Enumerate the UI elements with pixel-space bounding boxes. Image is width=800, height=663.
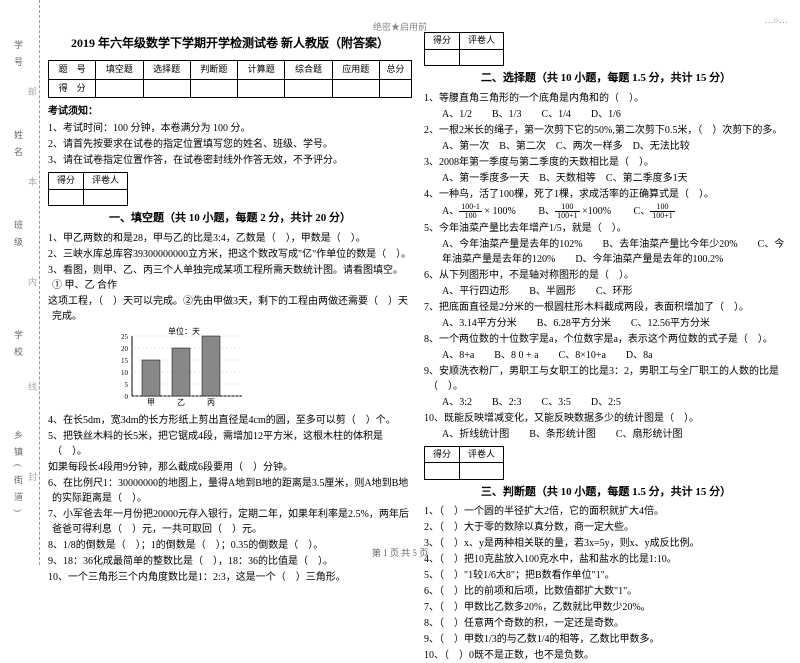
options: A、3:2 B、2:3 C、3:5 D、2:5 xyxy=(424,395,788,410)
seal-char: 内 xyxy=(28,275,37,288)
question: 8、1/8的倒数是（ ）；1的倒数是（ ）；0.35的倒数是（ ）。 xyxy=(48,538,412,553)
fraction-options: A、100-1100 × 100% B、100100+1 ×100% C、100… xyxy=(424,203,788,220)
question: 5、把铁丝木料的长5米，把它锯成4段，需增加12平方米，这根木柱的体积是（ ）。 xyxy=(48,429,412,459)
question: 1、（ ）一个圆的半径扩大2倍，它的面积就扩大4倍。 xyxy=(424,504,788,519)
cell: 计算题 xyxy=(238,61,285,80)
svg-text:15: 15 xyxy=(121,357,129,365)
question: 4、在长5dm，宽3dm的长方形纸上剪出直径是4cm的圆，至多可以剪（ ）个。 xyxy=(48,413,412,428)
page-footer: 第 1 页 共 5 页 xyxy=(372,546,428,559)
cell: 得分 xyxy=(425,446,460,463)
edge-mark: …○… xyxy=(765,15,788,25)
question: 7、把底面直径是2分米的一根圆柱形木料截成两段，表面积增加了（ ）。 xyxy=(424,300,788,315)
score-table: 题 号 填空题 选择题 判断题 计算题 综合题 应用题 总分 得 分 xyxy=(48,60,412,98)
binding-label-school: 学校 xyxy=(12,330,25,364)
question: 6、从下列图形中，不是轴对称图形的是（ ）。 xyxy=(424,268,788,283)
question: 3、看图，则甲、乙、丙三个人单独完成某项工程所需天数统计图。请看图填空。① 甲、… xyxy=(48,263,412,293)
question: 5、（ ）"1较1/6大8"；把B数看作单位"1"。 xyxy=(424,568,788,583)
question: 9、18：36化成最简单的整数比是（ ），18：36的比值是（ ）。 xyxy=(48,554,412,569)
question: 9、安顺洗衣粉厂，男职工与女职工的比是3：2，男职工与全厂职工的人数的比是（ ）… xyxy=(424,364,788,394)
question: 2、三峡水库总库容39300000000立方米，把这个数改写成"亿"作单位的数是… xyxy=(48,247,412,262)
cell: 得分 xyxy=(49,173,84,190)
notice-heading: 考试须知： xyxy=(48,104,412,119)
question: 3、（ ）x、y是两种相关联的量，若3x=5y，则x、y成反比例。 xyxy=(424,536,788,551)
cell: 判断题 xyxy=(190,61,237,80)
svg-text:甲: 甲 xyxy=(147,398,155,406)
section-2-title: 二、选择题（共 10 小题，每题 1.5 分，共计 15 分） xyxy=(424,70,788,87)
svg-text:丙: 丙 xyxy=(207,398,215,406)
options: A、1/2 B、1/3 C、1/4 D、1/6 xyxy=(424,107,788,122)
question: 8、一个两位数的十位数字是a，个位数字是a，表示这个两位数的式子是（ ）。 xyxy=(424,332,788,347)
question: 10、既能反映增减变化，又能反映数据多少的统计图是（ ）。 xyxy=(424,411,788,426)
question: 2、一根2米长的绳子，第一次剪下它的50%,第二次剪下0.5米，（ ）次剪下的多… xyxy=(424,123,788,138)
cell: 评卷人 xyxy=(460,446,504,463)
left-column: 2019 年六年级数学下学期开学检测试卷 新人教版（附答案） 题 号 填空题 选… xyxy=(48,28,412,538)
binding-label-town: 乡镇(街道) xyxy=(12,430,25,520)
exam-title: 2019 年六年级数学下学期开学检测试卷 新人教版（附答案） xyxy=(48,34,412,52)
question: 6、（ ）比的前项和后项，比数值都扩大数"1"。 xyxy=(424,584,788,599)
cell: 综合题 xyxy=(285,61,332,80)
question: 7、（ ）甲数比乙数多20%，乙数就比甲数少20%。 xyxy=(424,600,788,615)
bar-chart: 单位：天 0 5 10 15 20 25 甲 乙 丙 xyxy=(108,326,412,411)
seal-char: 封 xyxy=(28,470,37,483)
question: 3、2008年第一季度与第二季度的天数相比是（ ）。 xyxy=(424,155,788,170)
svg-text:乙: 乙 xyxy=(177,398,185,406)
right-column: 得分评卷人 二、选择题（共 10 小题，每题 1.5 分，共计 15 分） 1、… xyxy=(424,28,788,538)
cell: 评卷人 xyxy=(460,33,504,50)
question: 5、今年油菜产量比去年增产1/5，就是（ ）。 xyxy=(424,221,788,236)
mini-score-table: 得分评卷人 xyxy=(424,32,504,66)
seal-char: 邮 xyxy=(28,85,37,98)
section-1-title: 一、填空题（共 10 小题，每题 2 分，共计 20 分） xyxy=(48,210,412,227)
options: A、折线统计图 B、条形统计图 C、扇形统计图 xyxy=(424,427,788,442)
mini-score-table: 得分评卷人 xyxy=(424,446,504,480)
table-row: 题 号 填空题 选择题 判断题 计算题 综合题 应用题 总分 xyxy=(49,61,412,80)
question: 10、（ ）0既不是正数，也不是负数。 xyxy=(424,648,788,663)
options: A、第一次 B、第二次 C、两次一样多 D、无法比较 xyxy=(424,139,788,154)
section-3-title: 三、判断题（共 10 小题，每题 1.5 分，共计 15 分） xyxy=(424,484,788,501)
cell: 题 号 xyxy=(49,61,96,80)
options: A、8+a B、8 0 + a C、8×10+a D、8a xyxy=(424,348,788,363)
question: 7、小军爸去年一月份把20000元存入银行，定期二年，如果年利率是2.5%，两年… xyxy=(48,507,412,537)
binding-margin: 学号 姓名 班级 学校 乡镇(街道) 邮 本 内 线 封 xyxy=(0,0,40,565)
cell: 得分 xyxy=(425,33,460,50)
cell: 应用题 xyxy=(332,61,379,80)
svg-text:20: 20 xyxy=(121,345,129,353)
question: 如果每段长4段用9分钟，那么截成6段要用（ ）分钟。 xyxy=(48,460,412,475)
svg-text:10: 10 xyxy=(121,369,129,377)
notice-item: 1、考试时间：100 分钟，本卷满分为 100 分。 xyxy=(48,121,412,136)
seal-char: 本 xyxy=(28,175,37,188)
binding-label-name: 姓名 xyxy=(12,130,25,164)
mini-score-table: 得分评卷人 xyxy=(48,172,128,206)
cell: 总分 xyxy=(379,61,411,80)
cell: 选择题 xyxy=(143,61,190,80)
table-row: 得 分 xyxy=(49,79,412,98)
cell: 评卷人 xyxy=(84,173,128,190)
notice-item: 3、请在试卷指定位置作答，在试卷密封线外作答无效，不予评分。 xyxy=(48,153,412,168)
question: 这项工程，（ ）天可以完成。②先由甲做3天，剩下的工程由两做还需要（ ）天完成。 xyxy=(48,294,412,324)
question: 2、（ ）大于零的数除以真分数，商一定大些。 xyxy=(424,520,788,535)
options: A、今年油菜产量是去年的102% B、去年油菜产量比今年少20% C、今年油菜产… xyxy=(424,237,788,267)
svg-text:单位：天: 单位：天 xyxy=(168,326,200,336)
question: 4、一种鸟，活了100棵，死了1棵，求成活率的正确算式是（ ）。 xyxy=(424,187,788,202)
options: A、第一季度多一天 B、天数相等 C、第二季度多1天 xyxy=(424,171,788,186)
svg-text:5: 5 xyxy=(125,381,129,389)
seal-char: 线 xyxy=(28,380,37,393)
binding-label-id: 学号 xyxy=(12,40,25,74)
binding-label-class: 班级 xyxy=(12,220,25,254)
options: A、平行四边形 B、半圆形 C、环形 xyxy=(424,284,788,299)
page-content: 2019 年六年级数学下学期开学检测试卷 新人教版（附答案） 题 号 填空题 选… xyxy=(48,28,788,538)
question: 1、甲乙两数的和是28，甲与乙的比是3:4，乙数是（ ），甲数是（ ）。 xyxy=(48,231,412,246)
question: 10、一个三角形三个内角度数比是1：2:3，这是一个（ ）三角形。 xyxy=(48,570,412,585)
options: A、3.14平方分米 B、6.28平方分米 C、12.56平方分米 xyxy=(424,316,788,331)
notice-item: 2、请首先按要求在试卷的指定位置填写您的姓名、班级、学号。 xyxy=(48,137,412,152)
cell: 填空题 xyxy=(96,61,143,80)
svg-text:25: 25 xyxy=(121,333,129,341)
question: 8、（ ）任意两个奇数的积，一定还是奇数。 xyxy=(424,616,788,631)
question: 6、在比例尺1：30000000的地图上，量得A地到B地的距离是3.5厘米，则A… xyxy=(48,476,412,506)
question: 9、（ ）甲数1/3的与乙数1/4的相等，乙数比甲数多。 xyxy=(424,632,788,647)
question: 1、等腰直角三角形的一个底角是内角和的（ ）。 xyxy=(424,91,788,106)
svg-text:0: 0 xyxy=(125,393,129,401)
cell: 得 分 xyxy=(49,79,96,98)
